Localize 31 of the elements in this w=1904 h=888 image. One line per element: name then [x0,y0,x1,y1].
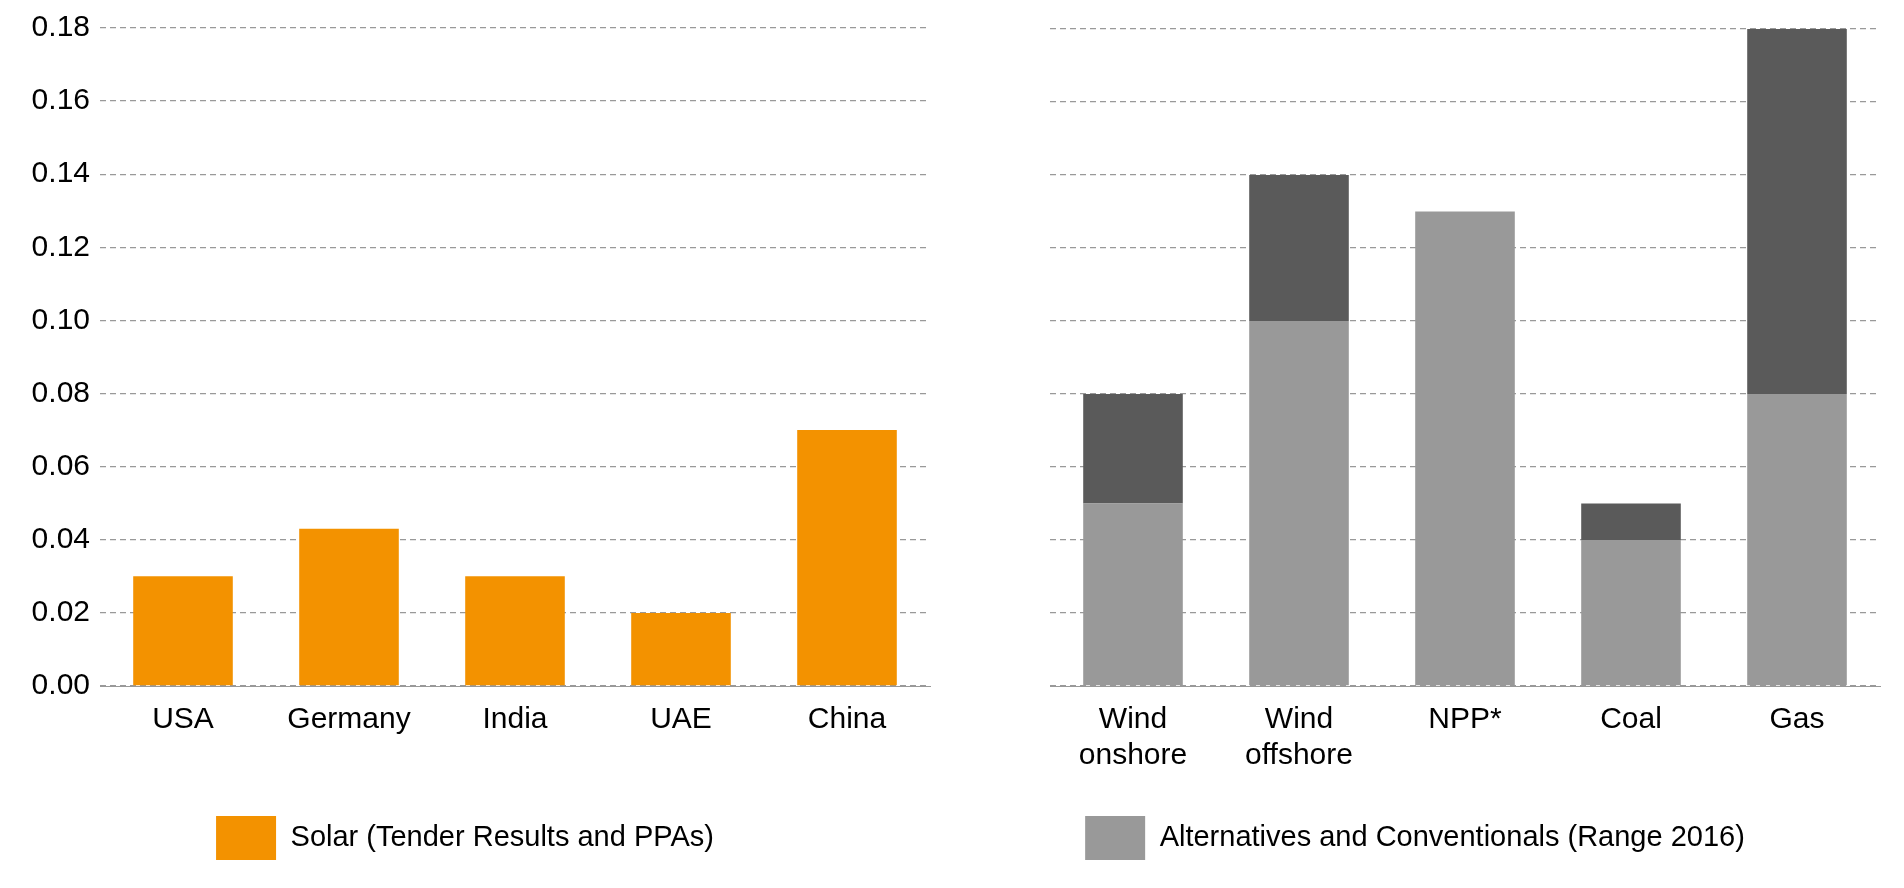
y-tick-label: 0.06 [31,447,90,481]
x-tick-label: Coal [1600,701,1662,735]
bar [1083,394,1183,504]
y-tick-label: 0.16 [31,82,90,116]
legend-label: Solar (Tender Results and PPAs) [290,820,714,852]
x-tick-label: NPP* [1428,701,1502,735]
y-tick-label: 0.00 [31,667,90,701]
bar [631,612,731,686]
x-tick-label: UAE [650,701,712,735]
bar [465,576,565,686]
x-tick-label: China [807,701,887,735]
bar [1249,175,1349,321]
bar [133,576,233,686]
y-tick-label: 0.04 [31,521,90,555]
bar [1581,503,1681,540]
x-tick-label: India [482,701,548,735]
y-tick-label: 0.12 [31,228,90,262]
bar [797,430,897,686]
bar [299,528,399,686]
legend-label: Alternatives and Conventionals (Range 2016) [1159,820,1745,852]
x-tick-label: Wind offshore [1245,701,1353,771]
y-tick-label: 0.08 [31,374,90,408]
y-tick-label: 0.02 [31,594,90,628]
y-tick-label: 0.10 [31,301,90,335]
x-tick-label: Wind onshore [1078,701,1188,771]
y-tick-label: 0.14 [31,155,90,189]
x-tick-label: Gas [1769,701,1825,735]
bar [1747,29,1847,394]
y-tick-label: 0.18 [31,9,90,43]
x-tick-label: Germany [287,701,411,735]
x-tick-label: USA [152,701,214,735]
